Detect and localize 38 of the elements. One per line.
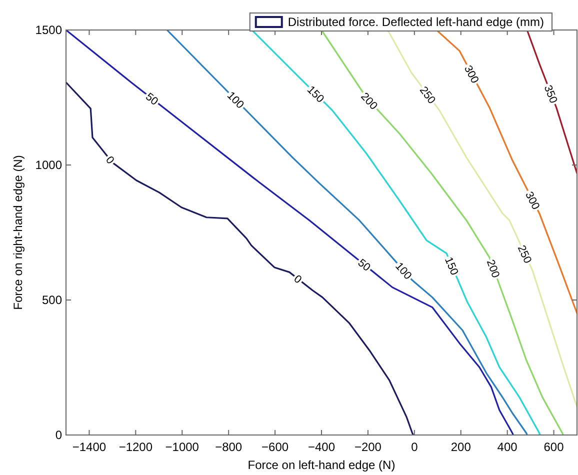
legend-title: Distributed force. Deflected left-hand edge (mm) (288, 15, 544, 30)
x-tick-label: −200 (354, 440, 382, 454)
x-tick-label: 0 (411, 440, 418, 454)
x-tick-label: −600 (262, 440, 289, 454)
line-series (386, 30, 577, 408)
x-tick-label: −400 (308, 440, 336, 454)
text: 300 (461, 64, 481, 86)
x-tick-label: 200 (450, 440, 472, 454)
x-tick-label: 400 (497, 440, 518, 454)
x-tick-label: −1200 (118, 440, 153, 454)
line-series (66, 82, 414, 435)
text: 250 (416, 84, 438, 106)
line-series (251, 30, 541, 435)
x-tick-label: −1400 (72, 440, 106, 454)
text: 50 (143, 90, 160, 108)
text: 100 (392, 260, 414, 282)
x-tick-label: −800 (215, 440, 242, 454)
text: 100 (224, 90, 246, 112)
text: 50 (355, 256, 372, 274)
line-series (436, 30, 577, 314)
text: 200 (484, 258, 502, 280)
y-tick-label: 0 (55, 428, 62, 442)
y-tick-label: 500 (42, 293, 62, 308)
y-axis-title: Force on right-hand edge (N) (11, 155, 25, 310)
x-tick-label: 600 (544, 440, 564, 454)
text: 150 (442, 255, 460, 278)
text: 0 (291, 273, 304, 286)
text: 200 (358, 90, 380, 112)
y-tick-label: 1000 (35, 158, 62, 172)
text: 350 (541, 84, 560, 106)
text: 0 (103, 154, 116, 166)
x-axis-title: Force on left-hand edge (N) (248, 458, 396, 472)
text: 300 (522, 190, 542, 212)
x-tick-label: −1000 (165, 440, 200, 454)
line-series (66, 30, 514, 435)
y-tick-label: 1500 (35, 23, 62, 38)
text: 250 (514, 244, 534, 266)
text: 150 (304, 84, 326, 106)
